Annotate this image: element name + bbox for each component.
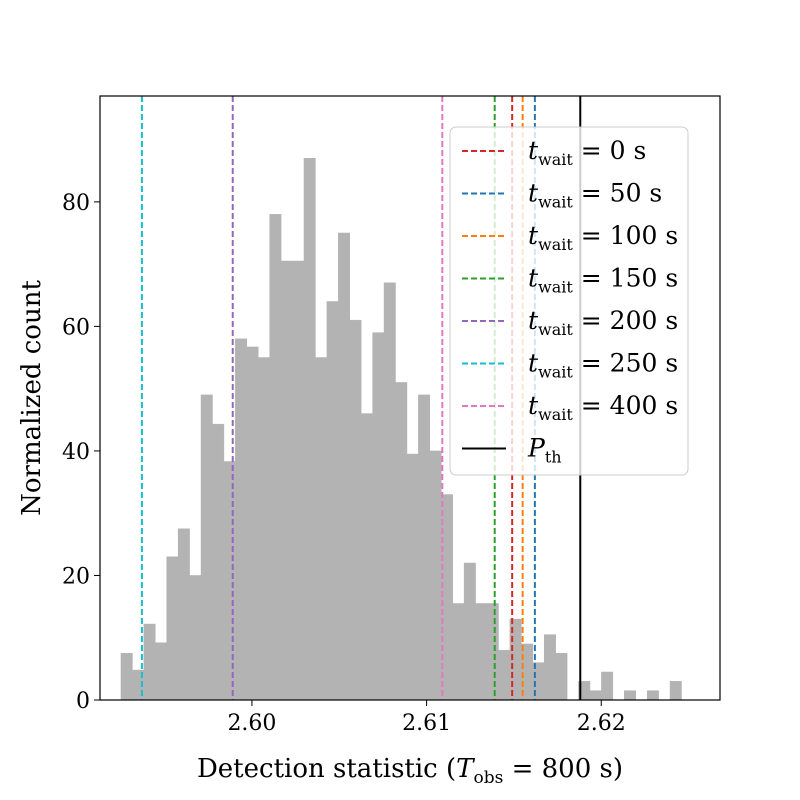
y-tick-label: 0 [76,689,90,714]
histogram-bar [212,423,225,701]
histogram-bar [120,653,133,701]
legend-label: twait = 100 s [528,221,678,254]
x-axis-title-prefix: Detection statistic ( [197,754,456,784]
histogram-bar [646,690,659,701]
histogram-bar [189,575,202,701]
legend-label: twait = 150 s [528,264,678,297]
x-axis-title-suffix: = 800 s) [503,754,623,784]
histogram-bar [303,158,316,701]
x-tick-label: 2.61 [402,711,451,736]
histogram-bar [624,690,636,701]
histogram-bar [246,346,259,701]
histogram-bar [315,357,328,701]
histogram-bar [200,394,213,701]
histogram-bar [143,623,156,701]
histogram-bar [155,642,167,701]
histogram-bar [166,556,179,701]
histogram-bar [601,671,614,701]
legend-label: twait = 0 s [528,136,646,169]
histogram-bar [257,357,270,701]
histogram-bar [269,214,282,701]
y-tick-label: 40 [62,440,90,465]
histogram-bar [372,332,385,701]
histogram-bar [475,603,488,701]
histogram-bar [349,319,362,701]
legend-label: Pth [527,434,562,467]
histogram-bar [669,681,682,701]
y-axis-ticks: 0 20 40 60 80 [62,191,100,714]
x-tick-label: 2.62 [577,711,626,736]
histogram-bar [235,338,248,701]
y-tick-label: 20 [62,564,90,589]
histogram-bar [589,690,602,701]
legend-label: twait = 250 s [528,349,678,382]
histogram-bar [360,413,373,701]
histogram-bar [338,232,350,701]
plot-frame [99,95,721,701]
x-tick-label: 2.60 [227,711,276,736]
histogram-bar [406,453,419,701]
y-tick-label: 60 [62,315,90,340]
histogram-bar [543,634,556,701]
histogram-bar [292,260,305,701]
legend-label: twait = 200 s [528,306,678,339]
histogram-bar [280,260,293,701]
histogram-bar [441,494,453,701]
histogram-bar [555,653,568,701]
histogram-bar [395,382,408,701]
y-axis-title: Normalized count [17,280,47,516]
x-axis-title-var: T [456,754,475,784]
histogram-bar [452,603,465,701]
x-axis-title: Detection statistic (Tobs = 800 s) [197,754,623,788]
x-axis-ticks: 2.60 2.61 2.62 [227,700,626,736]
histogram-bar [429,450,442,701]
histogram-bar [177,528,190,701]
y-tick-label: 80 [62,191,90,216]
histogram-bar [418,394,431,701]
legend: twait = 0 s twait = 50 s twait = 100 s twai… [449,126,689,476]
legend-label: twait = 400 s [528,391,678,424]
histogram-bar [498,649,511,701]
legend-box [449,126,689,476]
histogram-bar [326,301,339,701]
x-axis-title-sub: obs [473,768,503,788]
legend-label: twait = 50 s [528,179,662,212]
histogram-bar [463,562,476,701]
histogram-bar [486,603,499,701]
histogram-bar [383,282,396,701]
